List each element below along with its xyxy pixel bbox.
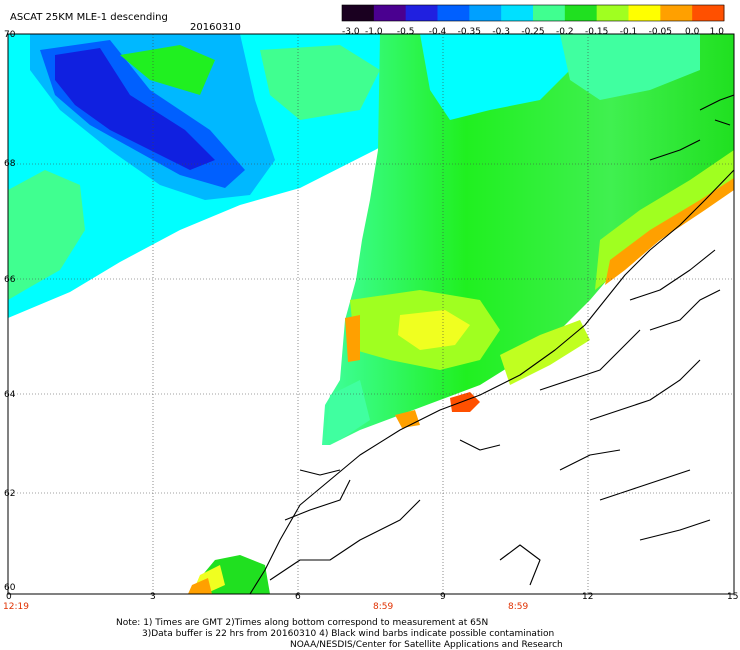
note-line-1: Note: 1) Times are GMT 2)Times along bot…: [116, 618, 488, 628]
east-orange-coast: [605, 178, 734, 285]
lat-label-64: 64: [4, 390, 16, 400]
east-lime-south: [500, 320, 590, 385]
lon-label-12: 12: [582, 592, 593, 602]
product-date: 20160310: [190, 22, 241, 33]
west-green-patch: [8, 170, 85, 300]
colorbar-block: [342, 5, 375, 21]
colorbar-label: -0.1: [620, 27, 638, 37]
east-aqua-region-2: [326, 380, 370, 440]
colorbar-label: 1.0: [710, 27, 725, 37]
note-line-3: NOAA/NESDIS/Center for Satellite Applica…: [290, 640, 563, 650]
colorbar-block: [660, 5, 693, 21]
product-title: ASCAT 25KM MLE-1 descending: [10, 12, 168, 23]
latitude-labels: 70 68 66 64 62 60: [4, 30, 16, 593]
colorbar-label: -0.25: [521, 27, 544, 37]
colorbar-label: -0.4: [429, 27, 447, 37]
colorbar-label: -1.0: [365, 27, 383, 37]
colorbar-frame: [341, 4, 725, 22]
lon-label-15: 15: [727, 592, 738, 602]
colorbar-label: -0.5: [397, 27, 415, 37]
lat-label-68: 68: [4, 159, 16, 169]
colorbar-block: [501, 5, 534, 21]
lon-label-3: 3: [150, 592, 156, 602]
west-green-patch-2: [260, 45, 380, 120]
plot-frame: [7, 33, 735, 595]
colorbar-block: [437, 5, 470, 21]
east-cyan-region: [420, 34, 570, 120]
graticule: [8, 34, 734, 594]
swath-times: 12:19 8:59 8:59: [3, 602, 528, 612]
colorbar-label: -0.35: [458, 27, 481, 37]
east-yellow-zone: [398, 310, 470, 350]
west-green-patch-3: [120, 45, 215, 95]
colorbar-block: [405, 5, 438, 21]
colorbar-block: [628, 5, 661, 21]
footnotes: Note: 1) Times are GMT 2)Times along bot…: [116, 618, 563, 650]
swath-time-2: 8:59: [373, 602, 393, 612]
lat-label-62: 62: [4, 489, 15, 499]
longitude-labels: 0 3 6 9 12 15: [6, 592, 738, 602]
east-orange-cell: [450, 392, 480, 412]
south-patch-orange: [188, 578, 212, 594]
colorbar-labels: -3.0 -1.0 -0.5 -0.4 -0.35 -0.3 -0.25 -0.2 -0.15 -…: [342, 27, 724, 37]
colorbar-block: [564, 5, 598, 21]
lon-label-6: 6: [295, 592, 301, 602]
colorbar-label: -0.3: [492, 27, 510, 37]
colorbar-label: -0.15: [585, 27, 608, 37]
colorbar-block: [596, 5, 629, 21]
swath-time-1: 12:19: [3, 602, 29, 612]
colorbar: -3.0 -1.0 -0.5 -0.4 -0.35 -0.3 -0.25 -0.2 -0.15 -…: [341, 4, 725, 37]
lon-label-0: 0: [6, 592, 12, 602]
colorbar-label: -3.0: [342, 27, 360, 37]
note-line-2: 3)Data buffer is 22 hrs from 20160310 4)…: [142, 629, 554, 639]
west-swath-deepblue: [55, 48, 215, 170]
lat-label-70: 70: [4, 30, 16, 40]
map-area: [8, 34, 734, 594]
coastline: [249, 94, 734, 594]
colorbar-label: -0.05: [649, 27, 672, 37]
colorbar-label: 0.0: [685, 27, 700, 37]
colorbar-block: [373, 5, 407, 21]
colorbar-block: [469, 5, 502, 21]
lon-label-9: 9: [440, 592, 446, 602]
east-aqua-region: [560, 34, 700, 100]
colorbar-block: [533, 5, 566, 21]
colorbar-blocks: [342, 5, 725, 21]
lat-label-66: 66: [4, 275, 16, 285]
colorbar-label: -0.2: [556, 27, 574, 37]
east-orange-strip: [345, 315, 360, 362]
lat-label-60: 60: [4, 583, 16, 593]
colorbar-block: [692, 5, 725, 21]
swath-time-3: 8:59: [508, 602, 528, 612]
